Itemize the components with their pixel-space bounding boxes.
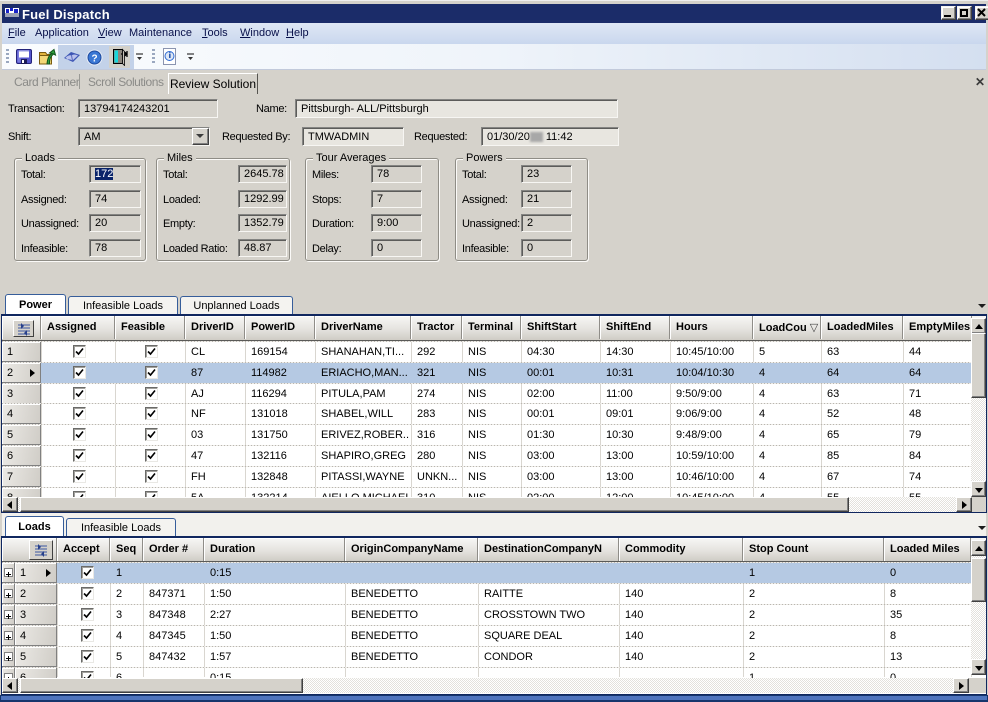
svg-text:?: ?: [91, 54, 97, 65]
